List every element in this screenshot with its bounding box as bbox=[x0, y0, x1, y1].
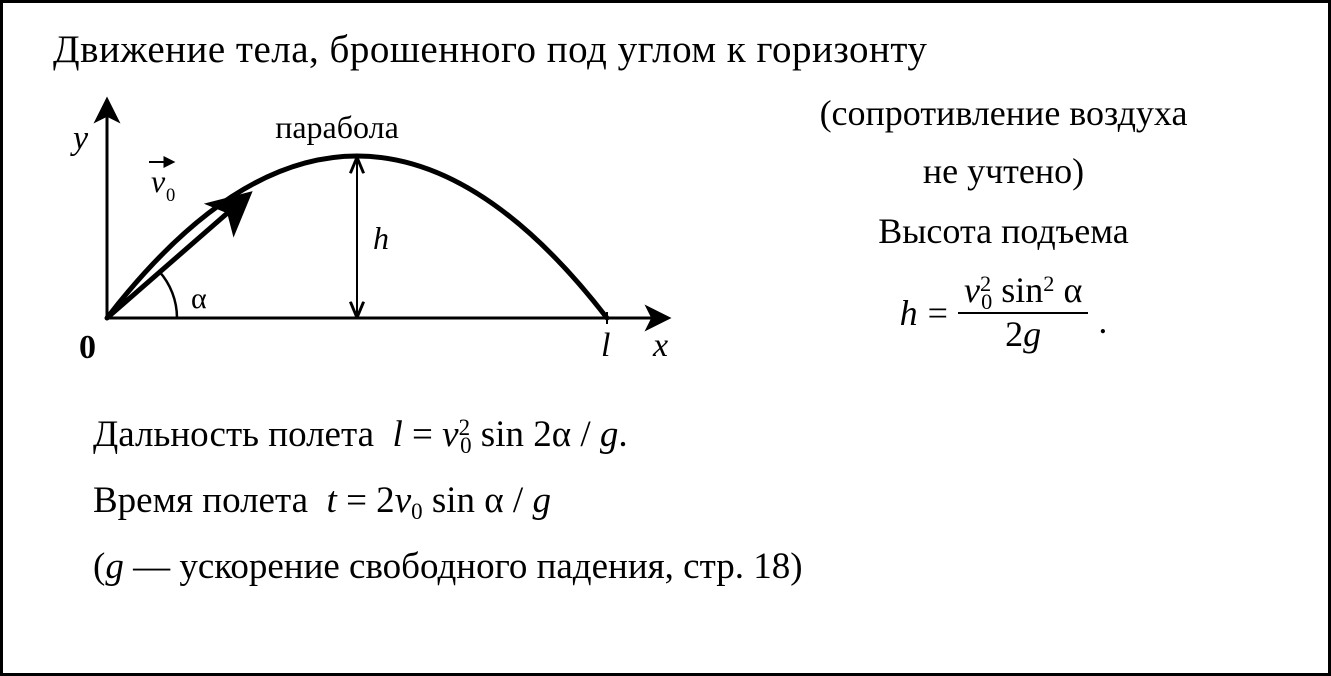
equals-sign: = bbox=[928, 286, 948, 340]
trajectory-diagram: yx0параболаv0αhl bbox=[47, 86, 687, 366]
time-line: Время полета t = 2v0 sin α / g bbox=[93, 468, 1294, 534]
range-label: Дальность полета bbox=[93, 414, 374, 455]
time-label: Время полета bbox=[93, 480, 308, 521]
page-title: Движение тела, брошенного под углом к го… bbox=[53, 27, 1294, 72]
top-row: yx0параболаv0αhl (сопротивление воздуха … bbox=[47, 86, 1294, 366]
time-rhs: t = 2v0 sin α / g bbox=[327, 480, 551, 521]
air-note-1: (сопротивление воздуха bbox=[713, 86, 1294, 140]
svg-text:0: 0 bbox=[79, 329, 96, 366]
formula-period: . bbox=[1098, 294, 1107, 348]
air-note-2: не учтено) bbox=[713, 144, 1294, 198]
svg-text:0: 0 bbox=[166, 185, 175, 206]
h-var: h bbox=[900, 286, 918, 340]
svg-text:y: y bbox=[70, 120, 89, 157]
fraction-num: v20 sin2 α bbox=[958, 272, 1088, 312]
bottom-formulas: Дальность полета l = v20 sin 2α / g. Вре… bbox=[93, 402, 1294, 600]
right-column: (сопротивление воздуха не учтено) Высота… bbox=[713, 86, 1294, 354]
svg-text:h: h bbox=[373, 220, 389, 256]
svg-text:l: l bbox=[601, 327, 610, 364]
height-caption: Высота подъема bbox=[713, 204, 1294, 258]
height-formula: h = v20 sin2 α 2g . bbox=[900, 272, 1108, 354]
g-note-text: — ускорение свободного падения, стр. 18) bbox=[133, 546, 802, 587]
g-note: (g — ускорение свободного падения, стр. … bbox=[93, 534, 1294, 600]
svg-text:парабола: парабола bbox=[275, 109, 399, 145]
svg-text:x: x bbox=[652, 327, 668, 364]
range-line: Дальность полета l = v20 sin 2α / g. bbox=[93, 402, 1294, 468]
height-fraction: v20 sin2 α 2g bbox=[958, 272, 1088, 354]
range-rhs: l = v20 sin 2α / g. bbox=[393, 414, 628, 455]
fraction-den: 2g bbox=[999, 314, 1047, 354]
svg-text:α: α bbox=[191, 282, 207, 315]
page-frame: Движение тела, брошенного под углом к го… bbox=[0, 0, 1331, 676]
svg-text:v: v bbox=[151, 163, 166, 199]
